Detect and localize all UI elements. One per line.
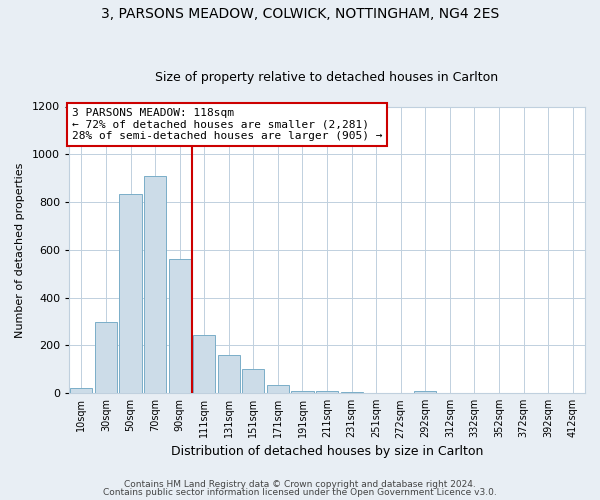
Bar — [267, 385, 289, 393]
Bar — [414, 391, 436, 393]
Bar — [119, 194, 142, 393]
Bar — [144, 176, 166, 393]
Title: Size of property relative to detached houses in Carlton: Size of property relative to detached ho… — [155, 72, 499, 85]
Bar — [218, 355, 240, 393]
Bar — [95, 322, 117, 393]
Text: 3 PARSONS MEADOW: 118sqm
← 72% of detached houses are smaller (2,281)
28% of sem: 3 PARSONS MEADOW: 118sqm ← 72% of detach… — [71, 108, 382, 141]
Bar — [316, 392, 338, 393]
X-axis label: Distribution of detached houses by size in Carlton: Distribution of detached houses by size … — [171, 444, 483, 458]
Text: Contains public sector information licensed under the Open Government Licence v3: Contains public sector information licen… — [103, 488, 497, 497]
Text: Contains HM Land Registry data © Crown copyright and database right 2024.: Contains HM Land Registry data © Crown c… — [124, 480, 476, 489]
Text: 3, PARSONS MEADOW, COLWICK, NOTTINGHAM, NG4 2ES: 3, PARSONS MEADOW, COLWICK, NOTTINGHAM, … — [101, 8, 499, 22]
Bar — [242, 370, 265, 393]
Bar — [169, 260, 191, 393]
Bar — [193, 335, 215, 393]
Y-axis label: Number of detached properties: Number of detached properties — [15, 162, 25, 338]
Bar — [292, 391, 314, 393]
Bar — [341, 392, 362, 393]
Bar — [70, 388, 92, 393]
